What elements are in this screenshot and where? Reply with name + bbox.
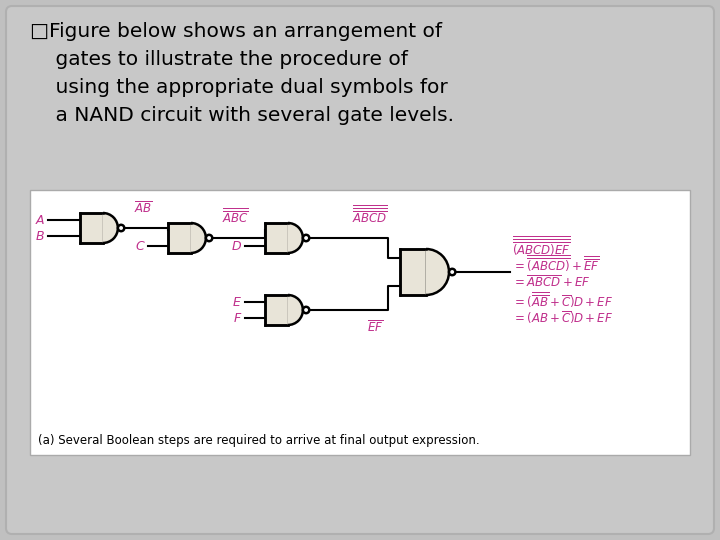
Polygon shape bbox=[168, 223, 191, 253]
Circle shape bbox=[449, 269, 456, 275]
Text: $\overline{EF}$: $\overline{EF}$ bbox=[367, 320, 383, 335]
Text: B: B bbox=[35, 230, 44, 242]
Circle shape bbox=[303, 307, 310, 313]
Text: $= (AB + \overline{C})D + EF$: $= (AB + \overline{C})D + EF$ bbox=[512, 309, 613, 327]
Text: $\overline{\overline{\overline{(ABCD)EF}}}$: $\overline{\overline{\overline{(ABCD)EF}… bbox=[512, 235, 571, 258]
Text: A: A bbox=[35, 213, 44, 226]
Text: $\overline{AB}$: $\overline{AB}$ bbox=[134, 200, 153, 216]
Polygon shape bbox=[265, 295, 288, 325]
Text: D: D bbox=[231, 240, 241, 253]
Circle shape bbox=[118, 225, 125, 231]
Text: $\overline{\overline{ABC}}$: $\overline{\overline{ABC}}$ bbox=[222, 208, 248, 226]
Text: (a) Several Boolean steps are required to arrive at final output expression.: (a) Several Boolean steps are required t… bbox=[38, 434, 480, 447]
Text: □Figure below shows an arrangement of
    gates to illustrate the procedure of
 : □Figure below shows an arrangement of ga… bbox=[30, 22, 454, 125]
Polygon shape bbox=[288, 223, 303, 253]
Text: $\overline{\overline{\overline{ABCD}}}$: $\overline{\overline{\overline{ABCD}}}$ bbox=[352, 205, 388, 226]
Polygon shape bbox=[426, 249, 449, 295]
Text: $= \overline{\overline{(ABCD)}} + \overline{\overline{EF}}$: $= \overline{\overline{(ABCD)}} + \overl… bbox=[512, 254, 600, 274]
Polygon shape bbox=[400, 249, 426, 295]
Circle shape bbox=[206, 235, 212, 241]
FancyBboxPatch shape bbox=[30, 190, 690, 455]
Text: E: E bbox=[233, 295, 241, 308]
Polygon shape bbox=[288, 295, 303, 325]
Text: $= (\overline{\overline{AB}} + \overline{C})D + EF$: $= (\overline{\overline{AB}} + \overline… bbox=[512, 290, 613, 310]
Circle shape bbox=[303, 235, 310, 241]
Text: C: C bbox=[135, 240, 144, 253]
Polygon shape bbox=[103, 213, 118, 243]
Text: $= \overline{ABCD} + EF$: $= \overline{ABCD} + EF$ bbox=[512, 274, 590, 290]
Polygon shape bbox=[191, 223, 206, 253]
Text: F: F bbox=[234, 312, 241, 325]
Polygon shape bbox=[80, 213, 103, 243]
FancyBboxPatch shape bbox=[6, 6, 714, 534]
Polygon shape bbox=[265, 223, 288, 253]
